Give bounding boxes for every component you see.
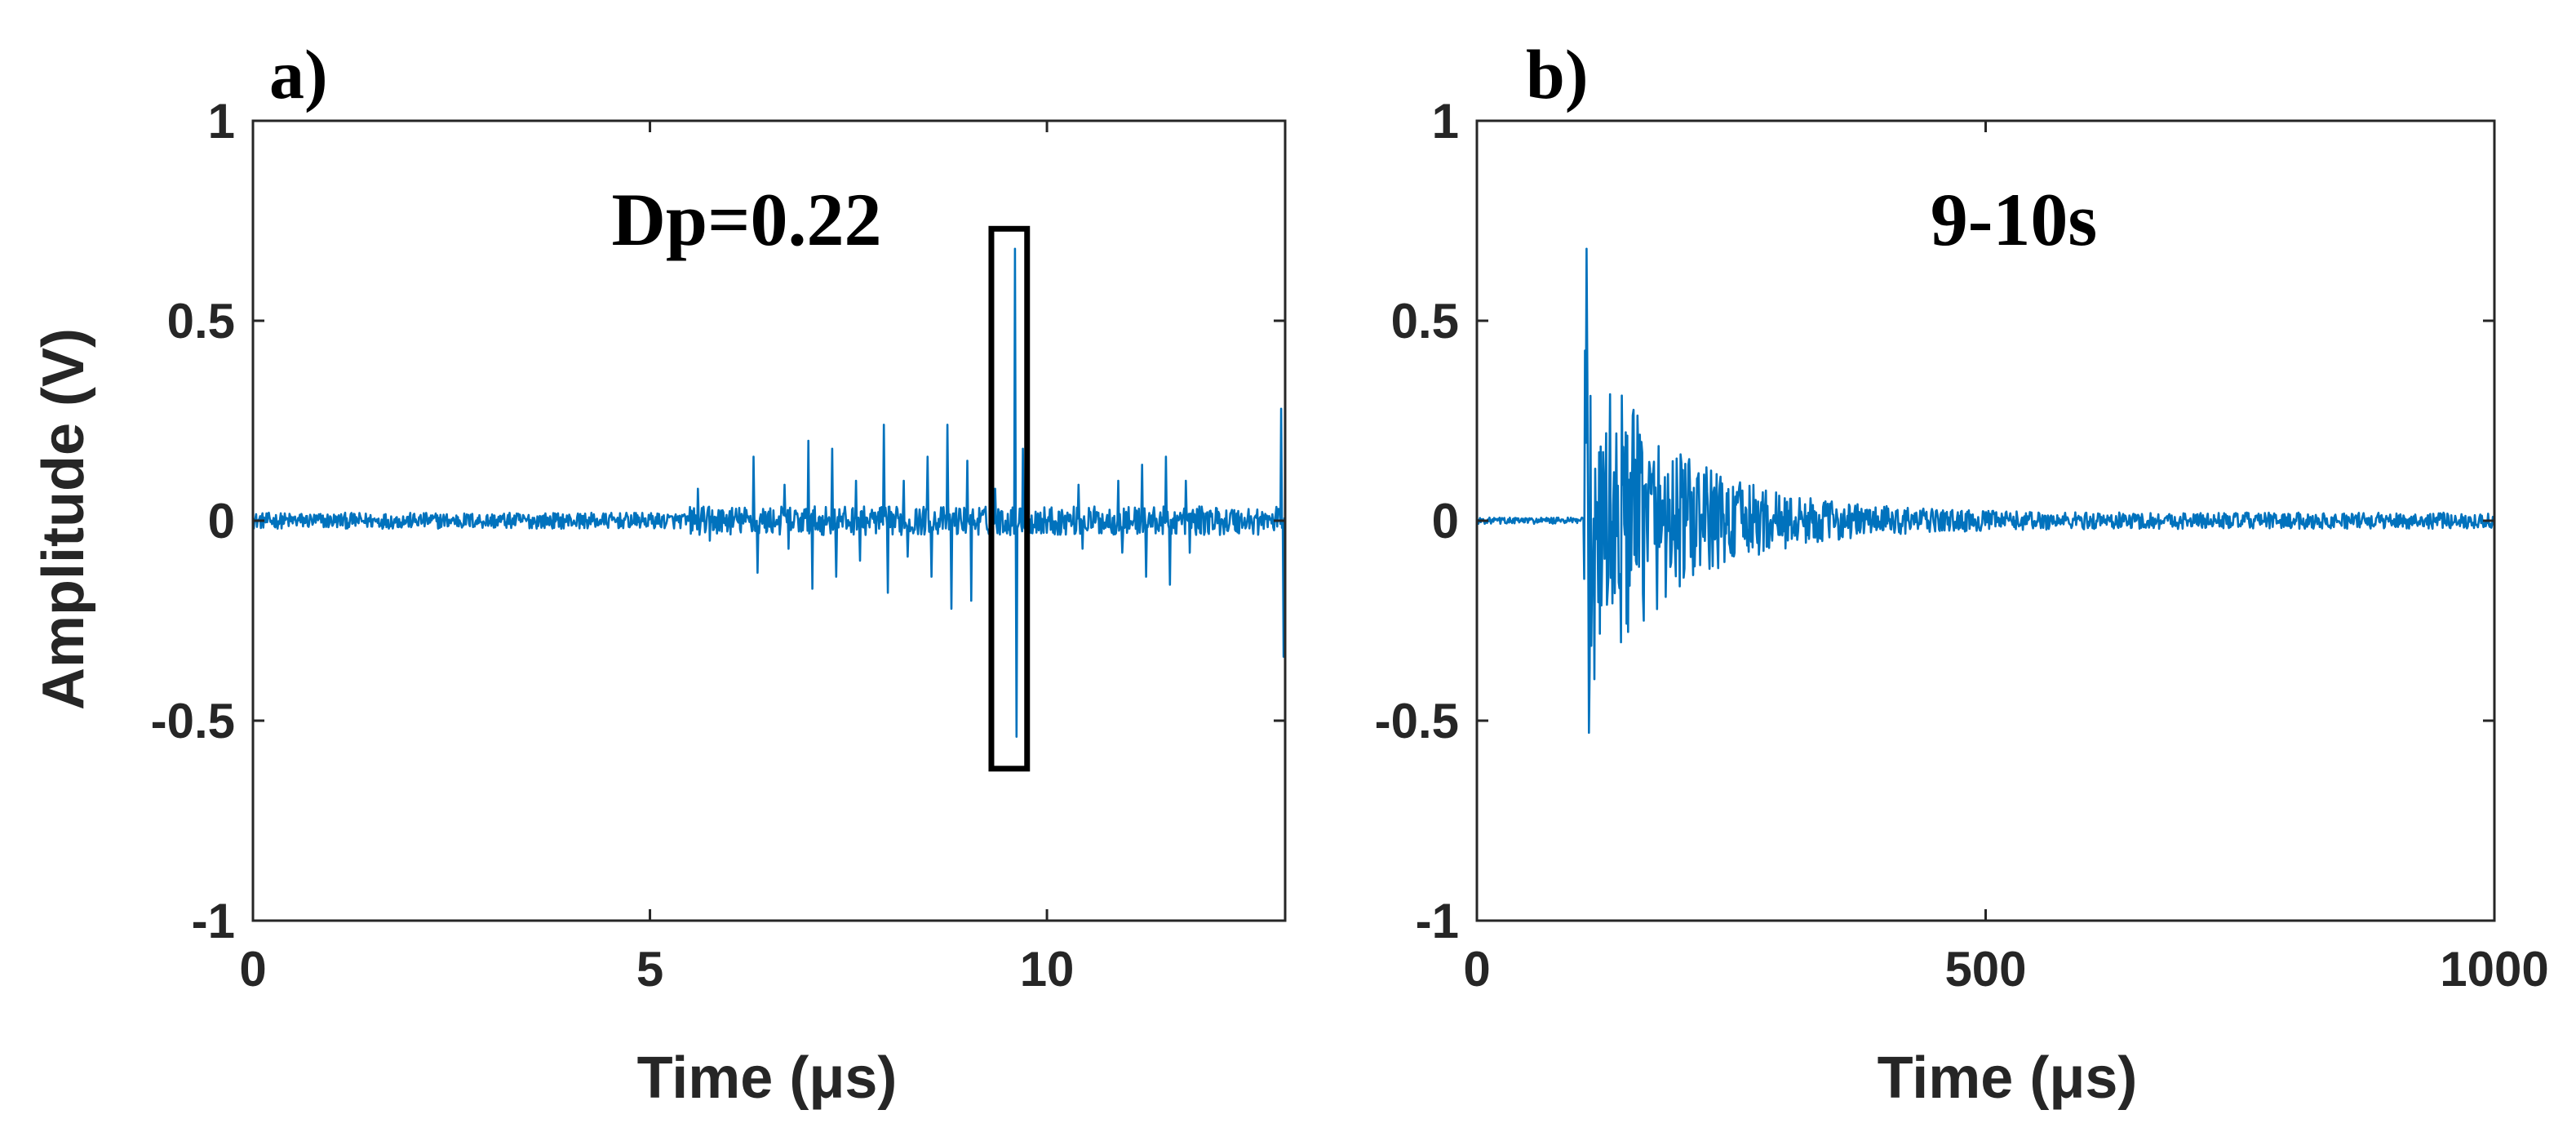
panel-b-y-tick-label: 0.5 [1391,294,1459,349]
panel-b-signal-line [1476,247,2496,734]
panel-b-x-tick-label: 0 [1463,942,1490,997]
panel-b-y-tick-label: 1 [1432,94,1459,149]
panel-b-label: b) [1526,35,1588,113]
panel-b-x-tick-label: 500 [1944,942,2026,997]
panel-a-x-tick-label: 10 [1020,942,1075,997]
panel-a-label: a) [269,35,328,113]
panel-b-x-axis-label: Time (μs) [1878,1046,2138,1111]
panel-a-y-tick-label: 1 [208,94,235,149]
panel-a-signal-line [252,247,1287,738]
panel-a-y-tick-label: -1 [192,894,235,948]
panel-a-y-tick-label: -0.5 [151,694,235,748]
panel-a-x-axis-label: Time (μs) [637,1046,898,1111]
panel-a: a) Dp=0.22 Amplitude (V) Time (μs) 0 5 101… [31,35,1287,1111]
panel-b-x-tick-label: 1000 [2440,942,2548,997]
panel-a-y-tick-label: 0.5 [167,294,235,349]
panel-b-y-tick-label: -1 [1416,894,1459,948]
panel-a-x-tick-label: 5 [636,942,663,997]
panel-b-y-tick-label: 0 [1432,494,1459,548]
panel-a-y-tick-label: 0 [208,494,235,548]
panel-a-highlight-box [988,225,1031,772]
y-axis-label: Amplitude (V) [31,328,96,710]
panel-a-annotation: Dp=0.22 [611,178,881,261]
panel-a-x-tick-label: 0 [239,942,266,997]
panel-b-y-tick-label: -0.5 [1375,694,1459,748]
panel-b: b) 9-10s Time (μs) 0 500 1000 1 0.5 0 -0.5 -1 [1375,35,2549,1111]
panel-b-annotation: 9-10s [1931,178,2097,261]
